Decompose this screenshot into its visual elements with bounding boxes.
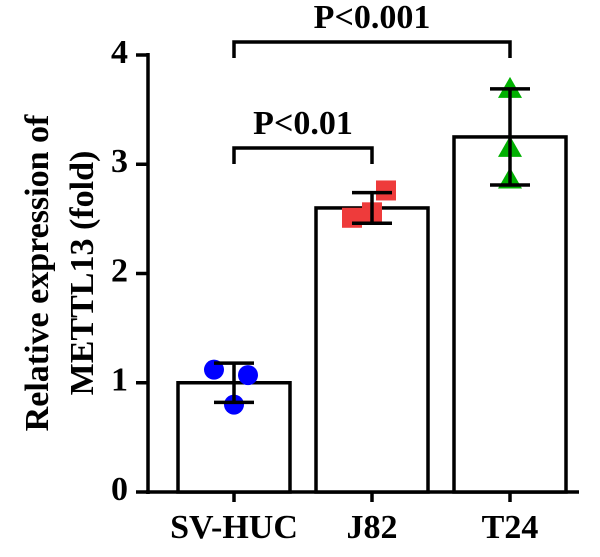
data-point — [224, 394, 244, 415]
y-tick-label: 1 — [111, 362, 128, 399]
y-tick-label: 2 — [111, 252, 128, 289]
x-tick-label: T24 — [482, 509, 539, 546]
significance-bracket — [232, 146, 374, 164]
error-bar — [214, 361, 254, 405]
y-axis-label: METTL13 (fold) — [64, 151, 101, 396]
bar — [314, 206, 430, 494]
significance-label: P<0.001 — [314, 0, 431, 36]
y-tick-label: 0 — [111, 471, 128, 508]
data-point — [238, 365, 258, 386]
data-point — [376, 180, 396, 201]
x-tick-label: J82 — [347, 509, 398, 546]
significance-label: P<0.01 — [253, 105, 353, 142]
y-axis-label: Relative expression of — [19, 114, 56, 431]
y-tick-label: 4 — [111, 34, 128, 71]
error-bar — [352, 190, 392, 225]
y-tick-label: 3 — [111, 143, 128, 180]
error-bar — [490, 87, 530, 187]
bar — [452, 135, 568, 494]
significance-bracket — [232, 40, 512, 58]
x-tick-label: SV-HUC — [170, 509, 298, 546]
